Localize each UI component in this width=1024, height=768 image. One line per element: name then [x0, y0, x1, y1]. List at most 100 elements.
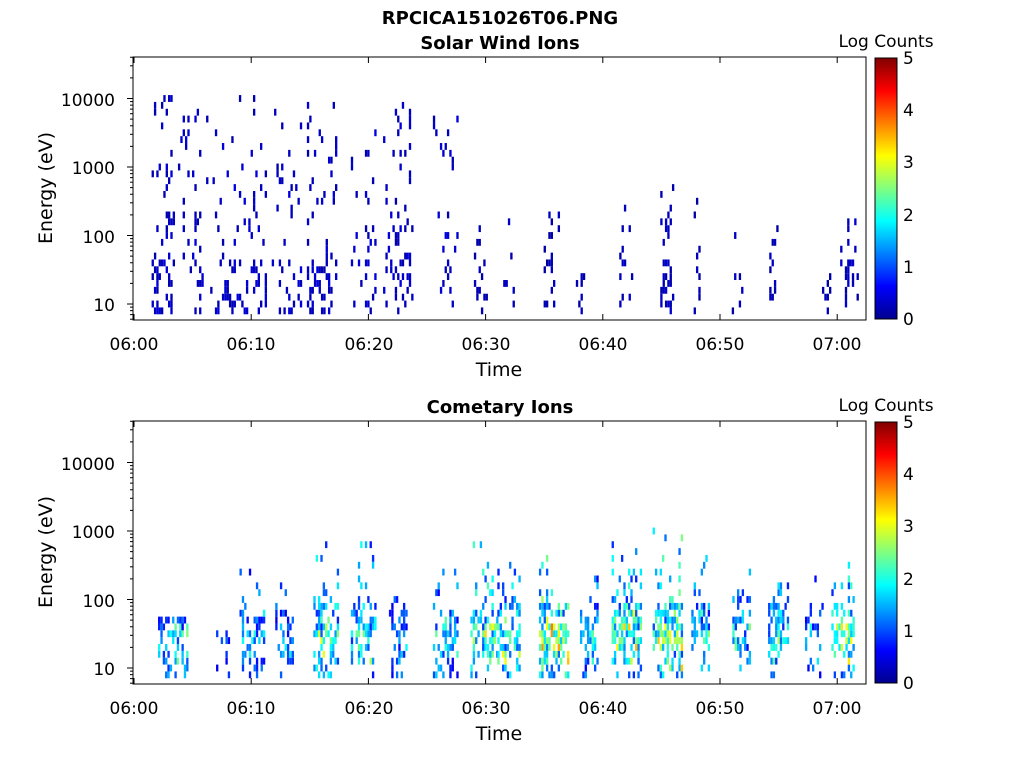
cometary-heatmap — [158, 527, 855, 679]
heatmap-cell — [620, 616, 624, 624]
heatmap-cell — [170, 95, 173, 102]
heatmap-cell — [669, 616, 672, 624]
heatmap-cell — [374, 616, 377, 624]
heatmap-cell — [586, 637, 590, 645]
heatmap-cell — [318, 657, 321, 665]
heatmap-cell — [732, 596, 735, 603]
heatmap-cell — [657, 630, 660, 638]
heatmap-cell — [167, 280, 171, 287]
heatmap-cell — [406, 252, 409, 260]
heatmap-cell — [309, 115, 312, 123]
heatmap-cell — [446, 259, 450, 267]
heatmap-cell — [275, 623, 278, 631]
heatmap-cell — [652, 623, 655, 631]
heatmap-cell — [172, 259, 176, 267]
heatmap-cell — [486, 650, 490, 658]
heatmap-cell — [255, 630, 259, 638]
heatmap-cell — [282, 609, 285, 617]
heatmap-cell — [226, 293, 229, 301]
heatmap-cell — [453, 637, 457, 645]
heatmap-cell — [496, 616, 499, 624]
heatmap-cell — [557, 644, 561, 651]
heatmap-cell — [623, 650, 626, 658]
heatmap-cell — [353, 245, 356, 253]
heatmap-cell — [221, 293, 225, 301]
ci-xtick-0640: 06:40 — [579, 699, 628, 719]
ci-cb-tick-5: 5 — [903, 413, 914, 433]
sw-colorbar-label: Log Counts — [838, 32, 933, 52]
heatmap-cell — [584, 616, 587, 624]
heatmap-cell — [329, 637, 333, 645]
heatmap-cell — [194, 211, 197, 219]
heatmap-cell — [739, 596, 742, 603]
heatmap-cell — [782, 609, 785, 617]
solar-wind-ticks — [127, 56, 838, 320]
heatmap-cell — [183, 664, 187, 672]
heatmap-cell — [625, 596, 628, 603]
heatmap-cell — [478, 286, 481, 294]
heatmap-cell — [224, 293, 227, 301]
heatmap-cell — [579, 637, 583, 645]
heatmap-cell — [374, 238, 377, 246]
heatmap-cell — [621, 245, 624, 253]
heatmap-cell — [286, 623, 290, 631]
heatmap-cell — [637, 637, 640, 645]
heatmap-cell — [371, 616, 375, 624]
heatmap-cell — [616, 644, 619, 651]
heatmap-cell — [543, 245, 546, 253]
heatmap-cell — [411, 225, 414, 233]
heatmap-cell — [611, 616, 614, 624]
heatmap-cell — [772, 596, 776, 603]
heatmap-cell — [560, 623, 563, 631]
heatmap-cell — [320, 293, 324, 301]
heatmap-cell — [402, 623, 406, 631]
heatmap-cell — [613, 609, 617, 617]
heatmap-cell — [439, 143, 443, 150]
heatmap-cell — [596, 602, 599, 610]
heatmap-cell — [151, 259, 154, 267]
heatmap-cell — [181, 623, 184, 631]
heatmap-cell — [660, 300, 663, 308]
heatmap-cell — [844, 293, 848, 301]
heatmap-cell — [505, 280, 508, 287]
heatmap-cell — [362, 623, 365, 631]
heatmap-cell — [401, 101, 405, 109]
heatmap-cell — [446, 657, 450, 665]
heatmap-cell — [313, 273, 317, 281]
heatmap-cell — [453, 568, 457, 576]
heatmap-cell — [776, 225, 779, 233]
heatmap-cell — [478, 238, 481, 246]
heatmap-cell — [165, 657, 168, 665]
heatmap-cell — [613, 623, 617, 631]
heatmap-cell — [336, 630, 340, 638]
heatmap-cell — [543, 602, 546, 610]
heatmap-cell — [545, 637, 549, 645]
heatmap-cell — [398, 650, 401, 658]
heatmap-cell — [613, 630, 617, 638]
heatmap-cell — [194, 259, 197, 267]
heatmap-cell — [489, 657, 492, 665]
heatmap-cell — [550, 671, 553, 679]
heatmap-cell — [705, 637, 708, 645]
heatmap-cell — [552, 280, 556, 287]
heatmap-cell — [635, 616, 638, 624]
heatmap-cell — [181, 630, 184, 638]
heatmap-cell — [502, 589, 505, 597]
heatmap-cell — [395, 657, 399, 665]
heatmap-cell — [550, 266, 553, 274]
heatmap-cell — [512, 300, 515, 308]
heatmap-cell — [357, 623, 361, 631]
heatmap-cell — [318, 129, 321, 137]
heatmap-cell — [364, 644, 368, 651]
heatmap-cell — [262, 616, 266, 624]
heatmap-cell — [279, 623, 283, 631]
heatmap-cell — [504, 616, 507, 624]
heatmap-cell — [836, 630, 839, 638]
heatmap-cell — [320, 602, 323, 610]
heatmap-cell — [243, 307, 246, 315]
sw-cb-tick-4: 4 — [903, 101, 914, 121]
heatmap-cell — [680, 637, 684, 645]
heatmap-cell — [777, 589, 780, 597]
heatmap-cell — [838, 623, 841, 631]
